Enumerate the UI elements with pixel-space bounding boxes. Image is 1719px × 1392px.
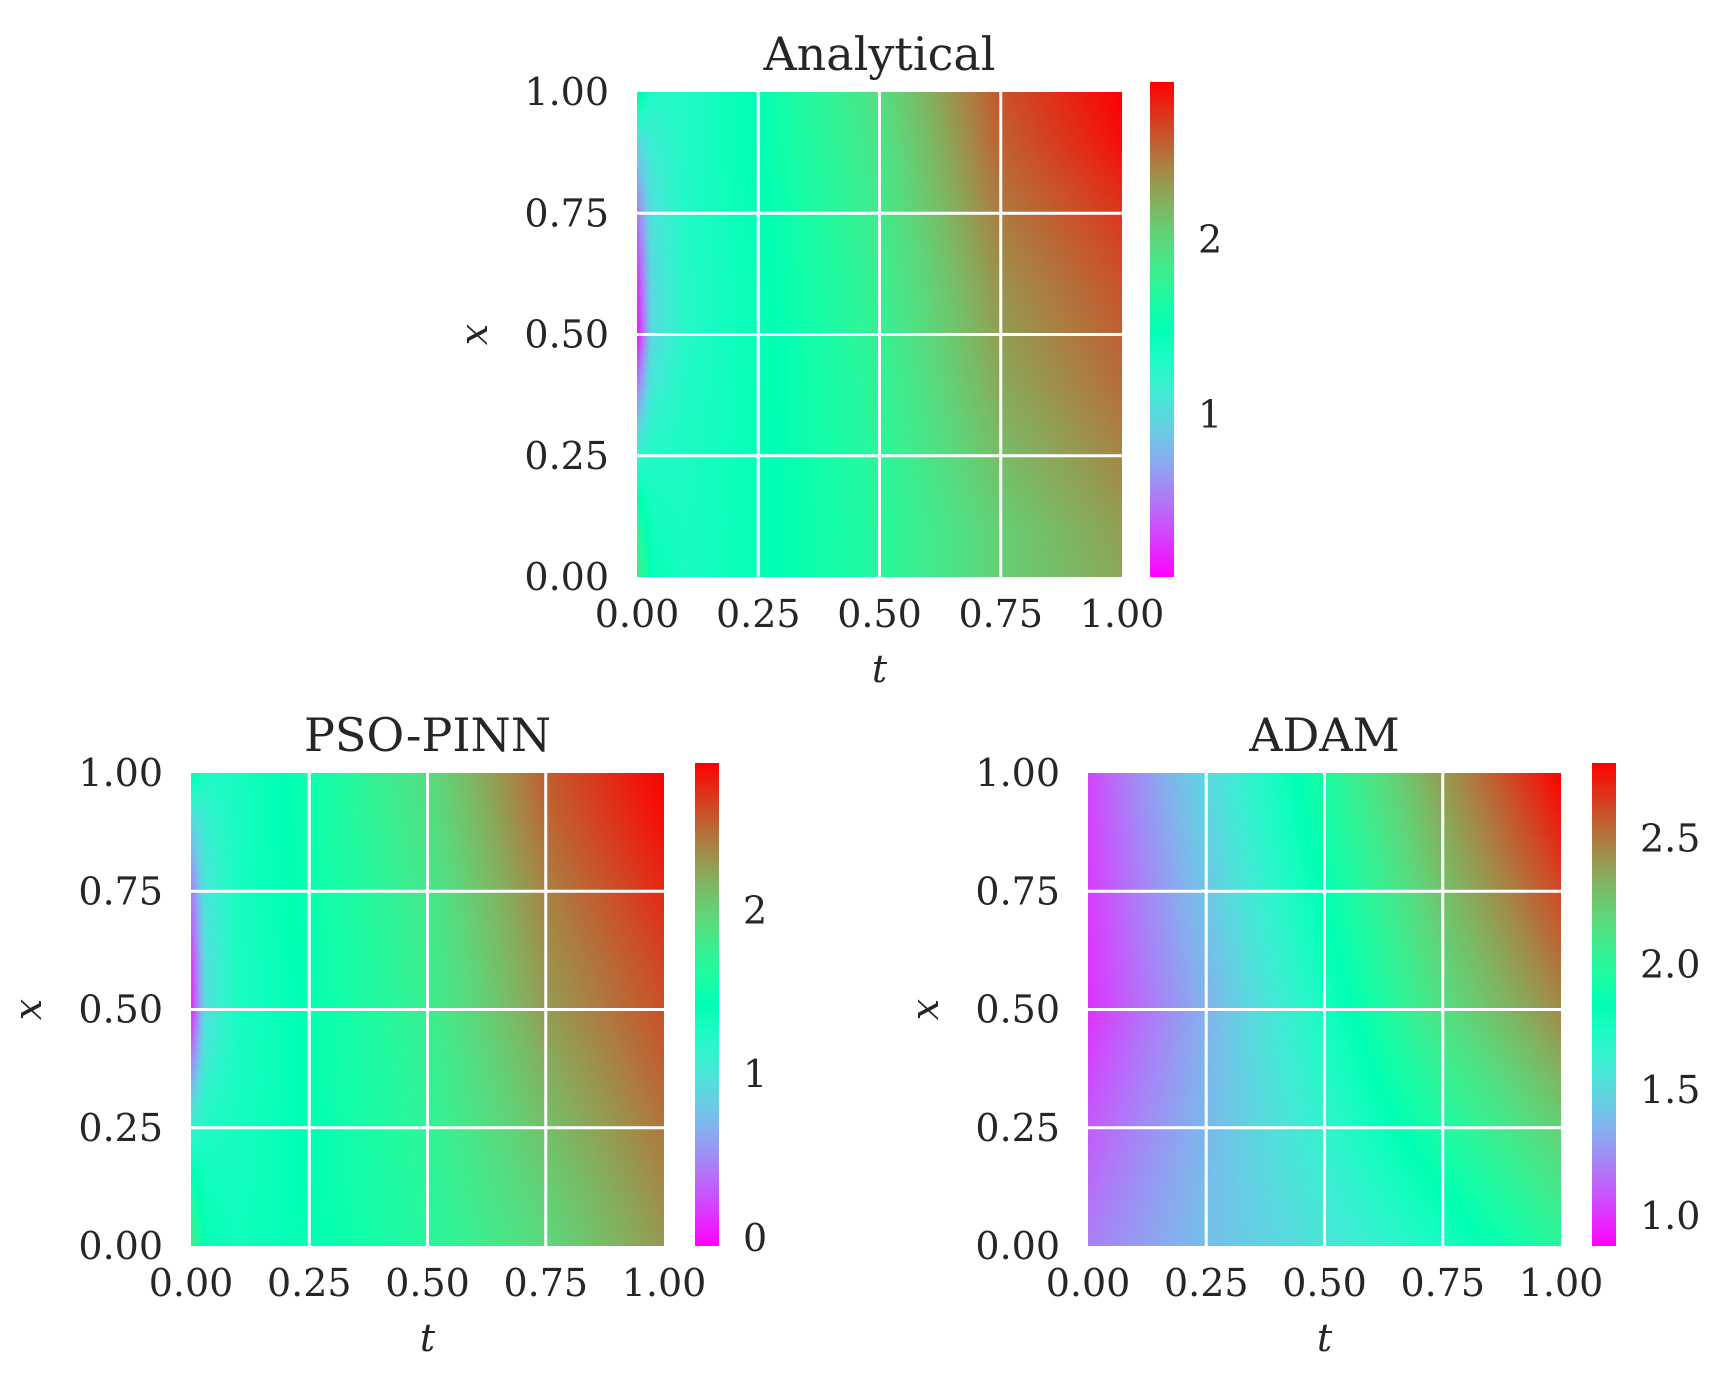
x-tick-label: 0.75 (958, 592, 1043, 636)
colorbar (695, 763, 719, 1246)
x-tick-label: 0.00 (595, 592, 680, 636)
y-axis-label: x (452, 324, 496, 345)
colorbar-tick-label: 2 (1198, 217, 1222, 261)
y-tick-label: 1.00 (975, 751, 1060, 795)
colorbar-tick-label: 1.5 (1640, 1068, 1700, 1112)
y-axis-label: x (6, 999, 50, 1020)
x-tick-label: 0.50 (385, 1261, 470, 1305)
y-tick-label: 1.00 (524, 70, 609, 114)
colorbar-tick-label: 2.0 (1640, 942, 1700, 986)
chart-title: PSO-PINN (304, 708, 551, 762)
colorbar-tick-label: 2.5 (1640, 816, 1700, 860)
y-tick-label: 0.50 (975, 988, 1060, 1032)
x-tick-label: 0.75 (503, 1261, 588, 1305)
y-tick-label: 0.00 (975, 1224, 1060, 1268)
y-tick-label: 0.75 (78, 869, 163, 913)
colorbar-tick-label: 0 (743, 1216, 767, 1260)
y-tick-label: 0.00 (524, 555, 609, 599)
heatmap-panel-2: PSO-PINN 0.00 0.25 0.50 0.75 1.00 0.00 0.25 0.50… (6, 708, 767, 1360)
chart-title: ADAM (1248, 708, 1399, 762)
x-tick-label: 1.00 (622, 1261, 707, 1305)
x-tick-label: 1.00 (1519, 1261, 1604, 1305)
colorbar-tick-label: 2 (743, 888, 767, 932)
y-axis-label: x (903, 999, 947, 1020)
x-tick-label: 0.75 (1400, 1261, 1485, 1305)
x-axis-label: t (1317, 1316, 1333, 1360)
x-tick-label: 0.00 (149, 1261, 234, 1305)
x-tick-label: 0.50 (1282, 1261, 1367, 1305)
y-tick-label: 0.25 (524, 434, 609, 478)
x-tick-label: 0.00 (1046, 1261, 1131, 1305)
x-tick-label: 1.00 (1080, 592, 1165, 636)
colorbar-tick-label: 1.0 (1640, 1194, 1700, 1238)
y-tick-label: 0.50 (524, 313, 609, 357)
colorbar-tick-label: 1 (1198, 392, 1222, 436)
y-tick-label: 0.00 (78, 1224, 163, 1268)
colorbar-tick-label: 1 (743, 1052, 767, 1096)
y-tick-label: 0.25 (78, 1106, 163, 1150)
x-tick-label: 0.25 (1164, 1261, 1249, 1305)
x-tick-label: 0.25 (716, 592, 801, 636)
y-tick-label: 0.50 (78, 988, 163, 1032)
chart-title: Analytical (762, 27, 995, 81)
heatmap-panel-1: Analytical 0.00 0.25 0.50 0.75 1.00 0.00 0.25 0.… (452, 27, 1222, 691)
colorbar (1150, 82, 1174, 577)
y-tick-label: 0.75 (524, 191, 609, 235)
y-tick-label: 0.75 (975, 869, 1060, 913)
x-tick-label: 0.50 (837, 592, 922, 636)
x-tick-label: 0.25 (267, 1261, 352, 1305)
y-tick-label: 1.00 (78, 751, 163, 795)
heatmap-panel-3: ADAM 0.00 0.25 0.50 0.75 1.00 0.00 0.25 0.50 0.75… (903, 708, 1700, 1360)
x-axis-label: t (420, 1316, 436, 1360)
colorbar (1592, 763, 1616, 1246)
y-tick-label: 0.25 (975, 1106, 1060, 1150)
x-axis-label: t (872, 647, 888, 691)
